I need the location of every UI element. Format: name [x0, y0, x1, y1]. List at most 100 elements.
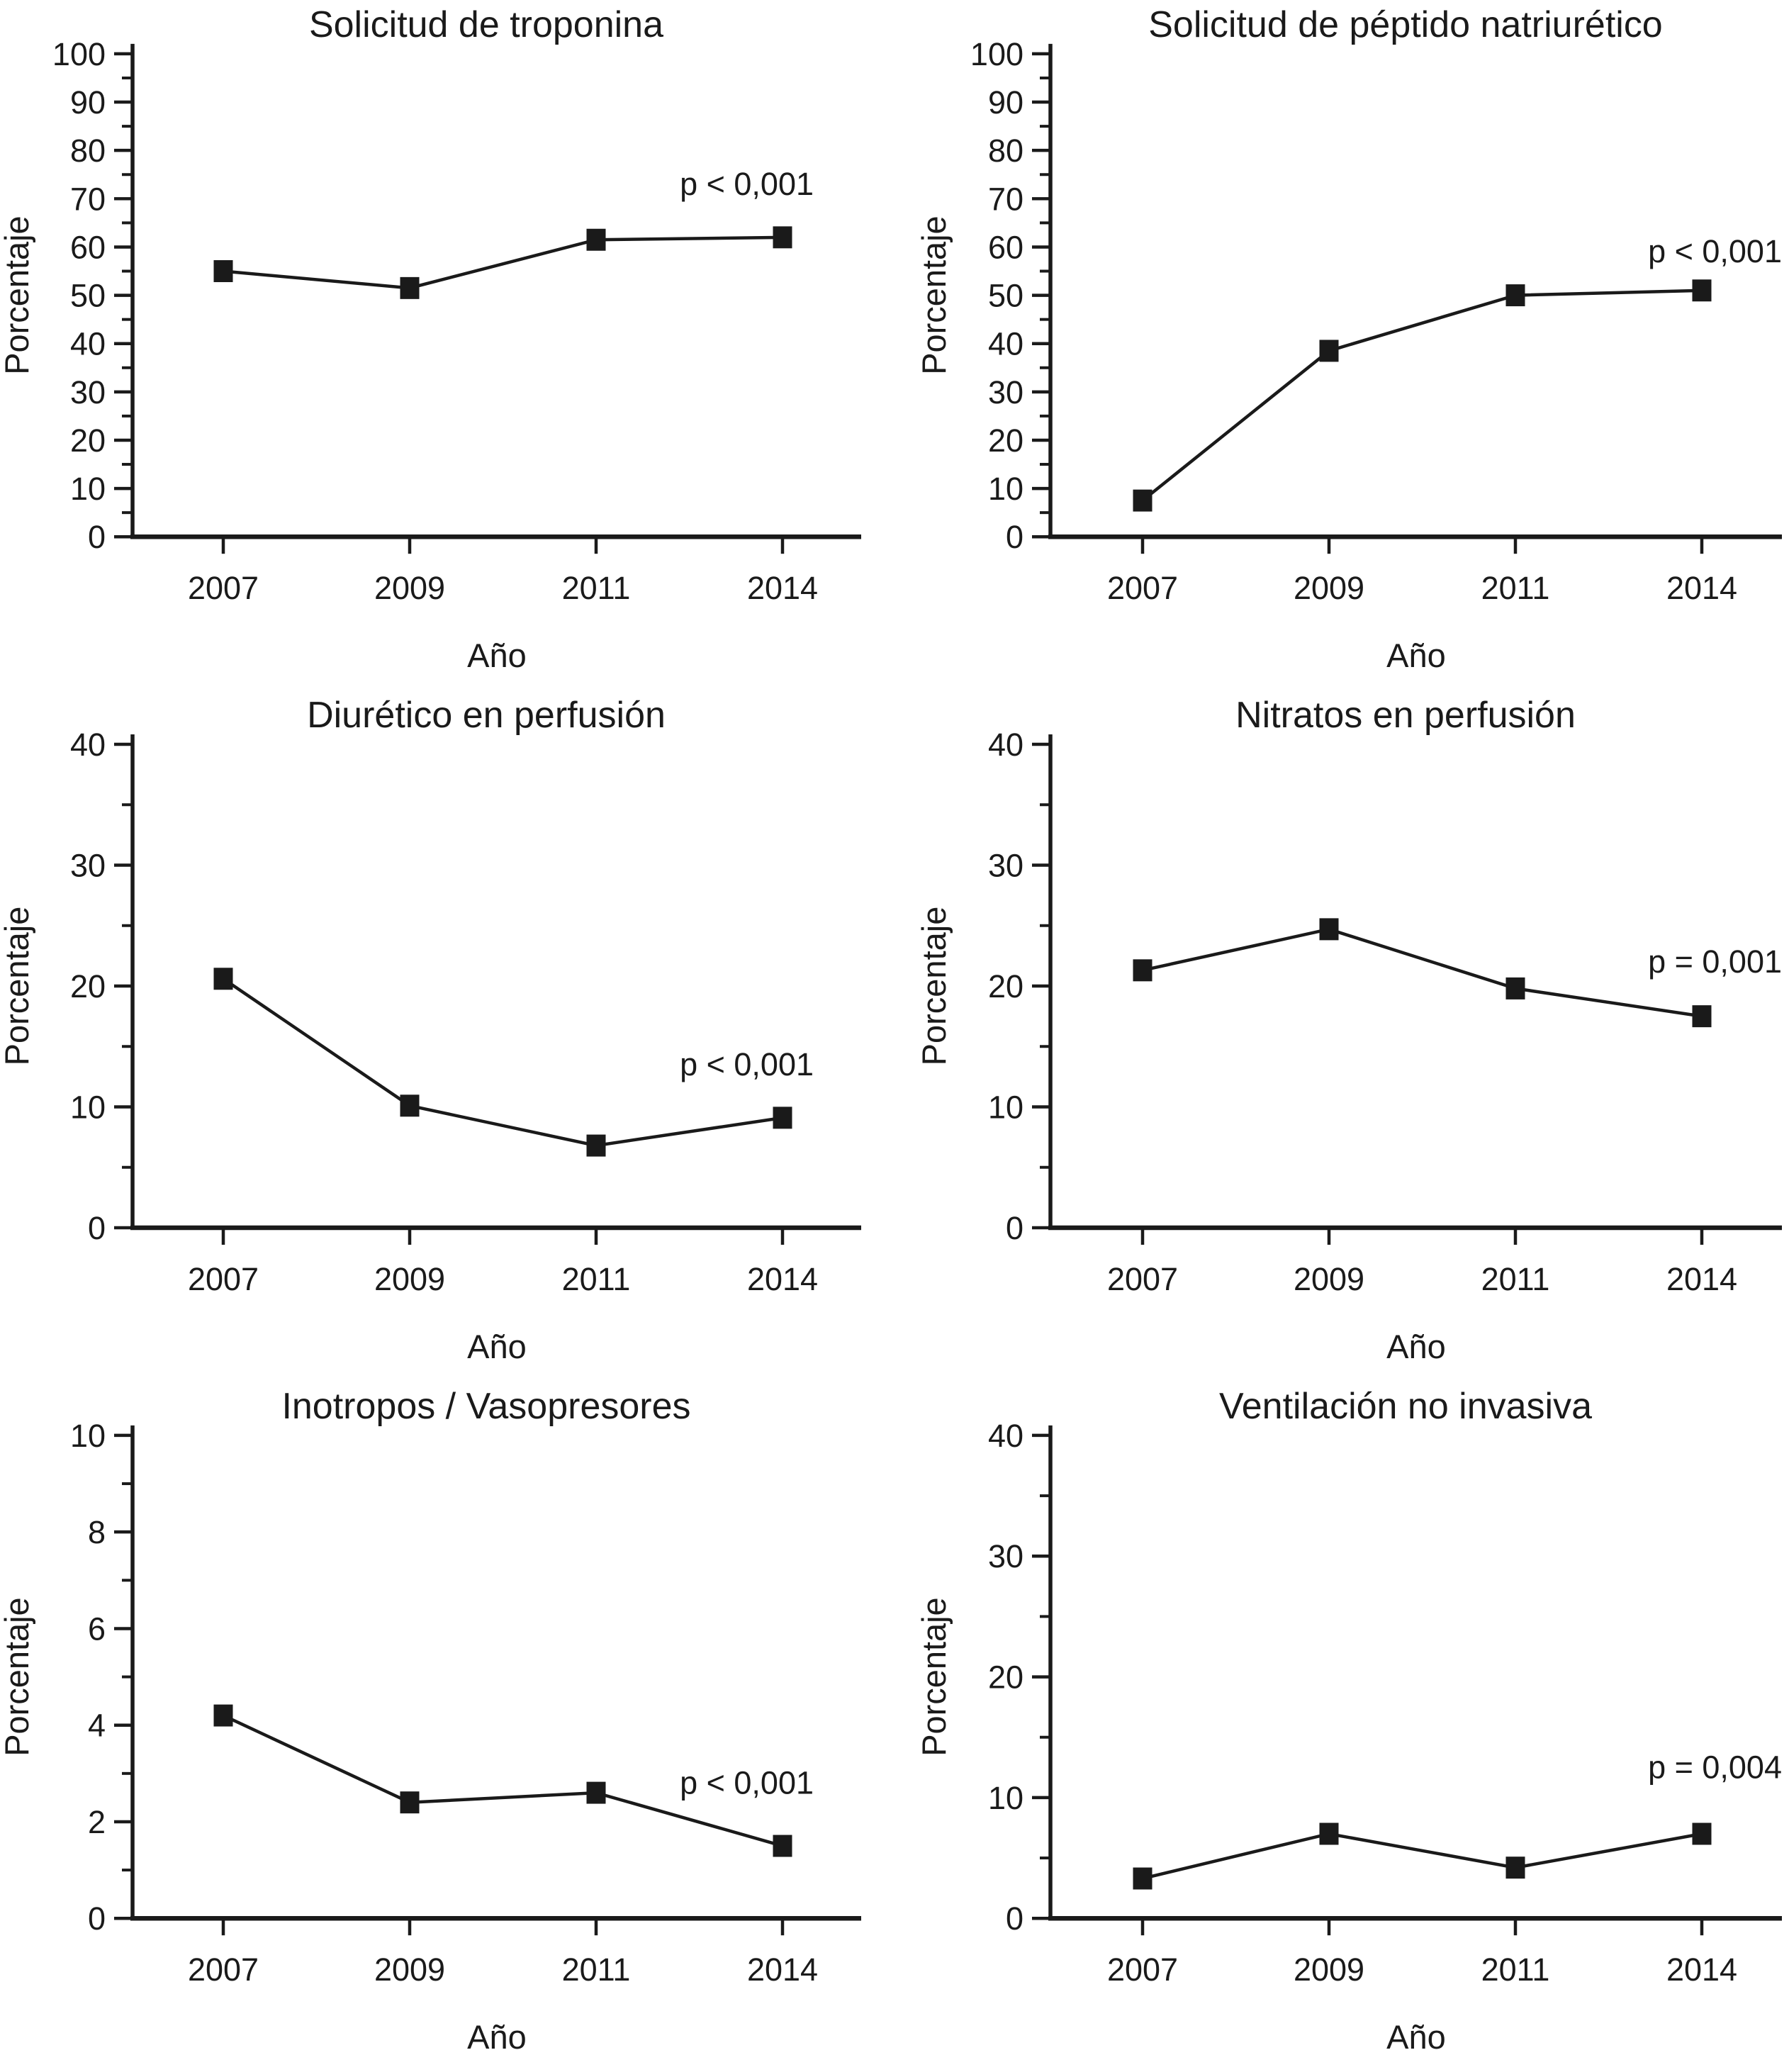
y-tick-label: 30: [70, 848, 106, 884]
data-point-marker: [1319, 340, 1339, 362]
x-tick-label: 2007: [1107, 1951, 1178, 1988]
y-tick-label: 30: [988, 374, 1024, 410]
p-value-label: p = 0,001: [1648, 943, 1782, 980]
chart-title: Ventilación no invasiva: [1219, 1386, 1592, 1427]
x-tick-label: 2011: [1481, 1951, 1550, 1988]
data-point-marker: [1133, 489, 1153, 512]
y-tick-label: 10: [70, 471, 106, 507]
x-tick-label: 2014: [747, 570, 818, 606]
y-tick-label: 2: [88, 1804, 106, 1840]
y-axis-label: Porcentaje: [915, 907, 953, 1066]
chart-title: Nitratos en perfusión: [1235, 695, 1576, 736]
y-tick-label: 10: [988, 1780, 1024, 1816]
p-value-label: p < 0,001: [680, 1764, 814, 1801]
data-line: [1142, 927, 1703, 1018]
data-point-marker: [400, 1094, 420, 1117]
data-point-marker: [213, 968, 233, 990]
y-tick-label: 40: [70, 326, 106, 362]
y-tick-label: 80: [988, 133, 1024, 169]
data-point-marker: [213, 260, 233, 282]
data-line: [222, 977, 783, 1148]
x-tick-label: 2007: [188, 1951, 259, 1988]
chart-title: Solicitud de péptido natriurético: [1148, 4, 1663, 45]
y-tick-label: 10: [70, 1090, 106, 1126]
y-tick-label: 60: [988, 229, 1024, 265]
y-tick-label: 30: [70, 374, 106, 410]
p-value-label: p < 0,001: [1648, 233, 1782, 269]
y-tick-label: 100: [970, 36, 1024, 72]
x-tick-label: 2009: [1294, 1261, 1364, 1297]
y-tick-label: 8: [88, 1514, 106, 1550]
x-tick-label: 2007: [1107, 1261, 1178, 1297]
y-tick-label: 10: [988, 1090, 1024, 1126]
data-point-marker: [586, 228, 606, 251]
chart-panel-diuretico-en-perfusion: Diurético en perfusión Porcentaje 0 10 20 30 4…: [0, 690, 894, 1382]
data-point-marker: [213, 1704, 233, 1727]
y-tick-label: 90: [70, 84, 106, 121]
chart-panel-solicitud-peptido-natriuretico: Solicitud de péptido natriurético Porcent…: [894, 0, 1789, 690]
y-tick-label: 0: [1006, 519, 1024, 555]
p-value-label: p = 0,004: [1648, 1749, 1782, 1785]
chart-nitratos-en-perfusion: Nitratos en perfusión Porcentaje 0 10 20 30 40…: [915, 695, 1782, 1365]
x-tick-label: 2011: [562, 1951, 631, 1988]
x-tick-label: 2009: [374, 1261, 445, 1297]
data-point-marker: [400, 276, 420, 299]
data-point-marker: [400, 1791, 420, 1814]
chart-title: Inotropos / Vasopresores: [281, 1386, 690, 1427]
x-tick-label: 2009: [1294, 1951, 1364, 1988]
data-point-marker: [1505, 1857, 1525, 1879]
p-value-label: p < 0,001: [680, 166, 814, 202]
y-tick-label: 30: [988, 848, 1024, 884]
chart-ventilacion-no-invasiva: Ventilación no invasiva Porcentaje 0 10 20 30…: [915, 1386, 1782, 2056]
x-axis-label: Año: [1386, 2018, 1446, 2056]
data-point-marker: [586, 1781, 606, 1804]
x-axis-label: Año: [467, 637, 527, 674]
y-axis-label: Porcentaje: [0, 907, 35, 1066]
y-axis-label: Porcentaje: [0, 1597, 35, 1756]
y-axis-label: Porcentaje: [915, 1597, 953, 1756]
y-tick-label: 0: [1006, 1210, 1024, 1246]
data-point-marker: [1505, 977, 1525, 999]
data-point-marker: [773, 1835, 792, 1857]
chart-solicitud-troponina: Solicitud de troponina Porcentaje 0 10 20 30 4…: [0, 4, 861, 674]
y-tick-label: 40: [988, 326, 1024, 362]
chart-title: Solicitud de troponina: [309, 4, 663, 45]
chart-inotropos-vasopresores: Inotropos / Vasopresores Porcentaje 0 2 4 6 8 1…: [0, 1386, 861, 2056]
x-tick-label: 2007: [1107, 570, 1178, 606]
x-axis-label: Año: [467, 1328, 527, 1365]
data-point-marker: [1319, 1822, 1339, 1845]
y-tick-label: 0: [1006, 1900, 1024, 1937]
y-tick-label: 50: [988, 278, 1024, 314]
data-line: [223, 1714, 783, 1848]
chart-panel-inotropos-vasopresores: Inotropos / Vasopresores Porcentaje 0 2 4 6 8 1…: [0, 1382, 894, 2072]
data-point-marker: [1319, 918, 1339, 941]
y-tick-label: 6: [88, 1611, 106, 1647]
y-tick-label: 20: [70, 422, 106, 459]
x-tick-label: 2009: [1294, 570, 1364, 606]
y-tick-label: 20: [70, 968, 106, 1004]
data-point-marker: [773, 226, 792, 249]
data-line: [223, 235, 783, 290]
chart-title: Diurético en perfusión: [307, 695, 666, 736]
chart-panel-ventilacion-no-invasiva: Ventilación no invasiva Porcentaje 0 10 20 30…: [894, 1382, 1789, 2072]
x-tick-label: 2011: [562, 570, 631, 606]
data-point-marker: [1692, 279, 1712, 302]
x-tick-label: 2011: [1481, 1261, 1550, 1297]
y-tick-label: 80: [70, 133, 106, 169]
y-tick-label: 0: [88, 1210, 106, 1246]
data-point-marker: [1692, 1005, 1712, 1028]
y-tick-label: 20: [988, 422, 1024, 459]
x-tick-label: 2014: [1666, 1261, 1737, 1297]
x-tick-label: 2011: [1481, 570, 1550, 606]
x-tick-label: 2007: [188, 1261, 259, 1297]
data-point-marker: [1505, 284, 1525, 307]
y-tick-label: 40: [70, 727, 106, 763]
y-tick-label: 10: [988, 471, 1024, 507]
y-tick-label: 20: [988, 1659, 1024, 1696]
chart-panel-solicitud-troponina: Solicitud de troponina Porcentaje 0 10 20 30 4…: [0, 0, 894, 690]
y-tick-label: 10: [70, 1418, 106, 1454]
data-point-marker: [586, 1134, 606, 1157]
data-line: [1141, 289, 1703, 502]
x-axis-label: Año: [1386, 637, 1446, 674]
y-tick-label: 40: [988, 727, 1024, 763]
